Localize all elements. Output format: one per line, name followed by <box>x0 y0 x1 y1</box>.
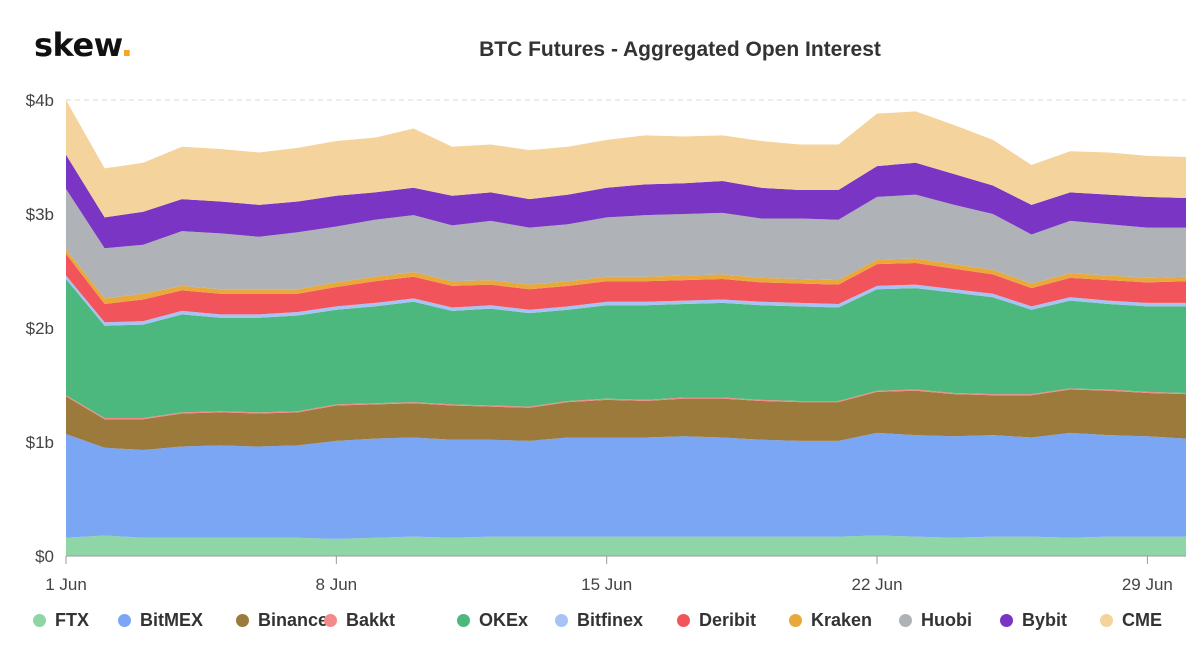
legend-label: Bybit <box>1022 610 1067 630</box>
area-chart: $0 $1b $2b $3b $4b 1 Jun 8 Jun 15 Jun 22 Jun 29 … <box>26 91 1186 594</box>
x-tick-label: 22 Jun <box>852 575 903 594</box>
legend-label: Huobi <box>921 610 972 630</box>
legend-label: Bitfinex <box>577 610 644 630</box>
area-ftx <box>66 535 1186 556</box>
legend-swatch <box>33 614 46 627</box>
legend-item-ftx[interactable]: FTX <box>33 610 89 631</box>
legend-swatch <box>789 614 802 627</box>
x-tick-label: 8 Jun <box>316 575 358 594</box>
area-bitmex <box>66 432 1186 539</box>
area-cme <box>66 100 1186 218</box>
legend-label: BitMEX <box>140 610 203 630</box>
legend-item-binance[interactable]: Binance <box>236 610 328 631</box>
area-bybit <box>66 154 1186 249</box>
y-tick-label: $1b <box>26 433 54 452</box>
area-bitfinex <box>66 275 1186 326</box>
legend-swatch <box>324 614 337 627</box>
legend-item-huobi[interactable]: Huobi <box>899 610 972 631</box>
y-tick-label: $0 <box>35 547 54 566</box>
legend-item-bakkt[interactable]: Bakkt <box>324 610 395 631</box>
y-tick-label: $3b <box>26 205 54 224</box>
logo-dot: . <box>120 26 133 64</box>
legend-swatch <box>1000 614 1013 627</box>
legend-item-deribit[interactable]: Deribit <box>677 610 756 631</box>
stacked-areas <box>66 100 1186 556</box>
y-tick-label: $4b <box>26 91 54 110</box>
chart-legend: FTX BitMEX Binance Bakkt OKEx Bitfinex Deribit… <box>0 610 1200 640</box>
legend-label: Binance <box>258 610 329 630</box>
y-axis: $0 $1b $2b $3b $4b <box>26 91 54 566</box>
legend-item-okex[interactable]: OKEx <box>457 610 528 631</box>
x-axis: 1 Jun 8 Jun 15 Jun 22 Jun 29 Jun <box>45 555 1186 594</box>
legend-item-cme[interactable]: CME <box>1100 610 1162 631</box>
area-okex <box>66 278 1186 419</box>
chart-title: BTC Futures - Aggregated Open Interest <box>479 38 881 61</box>
legend-label: OKEx <box>479 610 529 630</box>
legend-item-bybit[interactable]: Bybit <box>1000 610 1067 631</box>
y-tick-label: $2b <box>26 319 54 338</box>
area-huobi <box>66 188 1186 299</box>
legend-item-kraken[interactable]: Kraken <box>789 610 872 631</box>
legend-label: Kraken <box>811 610 873 630</box>
legend-label: CME <box>1122 610 1162 630</box>
area-deribit <box>66 253 1186 323</box>
skew-logo: skew. <box>34 26 133 64</box>
x-tick-label: 29 Jun <box>1122 575 1173 594</box>
legend-swatch <box>555 614 568 627</box>
legend-item-bitmex[interactable]: BitMEX <box>118 610 203 631</box>
logo-text: skew <box>34 26 121 64</box>
legend-swatch <box>236 614 249 627</box>
x-tick-label: 15 Jun <box>581 575 632 594</box>
legend-label: FTX <box>55 610 89 630</box>
area-binance <box>66 389 1186 450</box>
legend-swatch <box>457 614 470 627</box>
x-tick-label: 1 Jun <box>45 575 87 594</box>
legend-label: Bakkt <box>346 610 396 630</box>
legend-swatch <box>677 614 690 627</box>
legend-swatch <box>899 614 912 627</box>
legend-swatch <box>1100 614 1113 627</box>
legend-swatch <box>118 614 131 627</box>
legend-label: Deribit <box>699 610 757 630</box>
legend-item-bitfinex[interactable]: Bitfinex <box>555 610 643 631</box>
